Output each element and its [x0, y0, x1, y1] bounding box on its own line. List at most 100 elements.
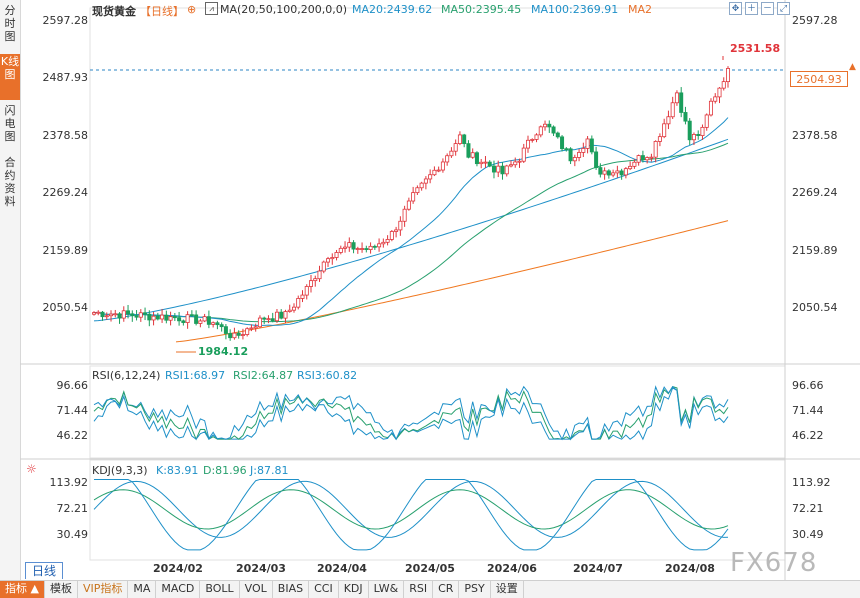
candle-body [168, 316, 173, 321]
price-tick-right: 2597.28 [792, 14, 838, 27]
candle-body [317, 270, 322, 280]
zoom-in-icon[interactable]: ＋ [745, 2, 758, 15]
candle-body [708, 100, 713, 116]
candle-body [530, 139, 535, 141]
candle-body [508, 164, 513, 167]
sidebar-item-timeshare[interactable]: 分时图 [4, 4, 16, 43]
candle-body [440, 161, 445, 171]
zoom-out-icon[interactable]: － [761, 2, 774, 15]
toolbar-item-8[interactable]: CCI [309, 581, 339, 598]
kdj-tick-right: 30.49 [792, 528, 824, 541]
candle-body [517, 160, 522, 163]
kdj-tick-left: 113.92 [50, 476, 89, 489]
candle-body [262, 317, 267, 320]
candle-body [304, 286, 309, 296]
candle-body [160, 314, 165, 320]
indicator-icon[interactable]: ☼ [26, 462, 37, 476]
candle-body [628, 165, 633, 170]
sidebar-item-contract[interactable]: 合约资料 [4, 156, 16, 208]
candle-body [691, 134, 696, 141]
candle-body [206, 316, 211, 325]
candle-body [181, 320, 186, 323]
candle-body [674, 92, 679, 104]
toolbar-item-2[interactable]: VIP指标 [78, 581, 129, 598]
fullscreen-icon[interactable]: ⤢ [777, 2, 790, 15]
rsi-label[interactable]: RSI(6,12,24) [92, 369, 161, 382]
candle-body [283, 311, 288, 319]
candle-body [113, 313, 118, 316]
candle-body [296, 298, 301, 308]
sidebar-item-flash[interactable]: 闪电图 [4, 104, 16, 143]
candle-body [334, 252, 339, 258]
candle-body [679, 92, 684, 113]
candle-body [666, 116, 671, 125]
toolbar-item-13[interactable]: PSY [459, 581, 491, 598]
period-label[interactable]: 【日线】 [140, 5, 184, 18]
candle-body [491, 165, 496, 173]
candle-body [347, 242, 352, 248]
price-tick-left: 2050.54 [43, 301, 89, 314]
date-tick: 2024/07 [573, 562, 623, 575]
candle-body [351, 242, 356, 250]
toolbar-item-6[interactable]: VOL [240, 581, 273, 598]
price-pointer-icon: ▲ [849, 62, 856, 72]
candle-body [649, 156, 654, 159]
candle-body [632, 161, 637, 167]
rsi2-value: RSI2:64.87 [233, 369, 294, 382]
candle-body [155, 315, 160, 320]
candle-body [377, 243, 382, 248]
kdj-lines [93, 478, 729, 551]
candle-body [287, 309, 292, 312]
toolbar-item-10[interactable]: LW& [369, 581, 405, 598]
toolbar-item-9[interactable]: KDJ [339, 581, 369, 598]
candle-body [211, 322, 216, 325]
candle-body [653, 141, 658, 158]
toolbar-item-4[interactable]: MACD [156, 581, 201, 598]
candle-body [513, 161, 518, 166]
date-tick: 2024/04 [317, 562, 367, 575]
candle-body [568, 148, 573, 162]
candle-body [457, 134, 462, 144]
rsi-tick-left: 46.22 [57, 429, 89, 442]
toolbar-item-7[interactable]: BIAS [273, 581, 310, 598]
candle-body [164, 314, 169, 321]
sidebar-item-kline[interactable]: K线图 [0, 54, 20, 100]
period-tab[interactable]: 日线 ▲ [25, 562, 63, 595]
toolbar-item-3[interactable]: MA [128, 581, 157, 598]
zoom-icon[interactable]: ✥ [729, 2, 742, 15]
toolbar-item-5[interactable]: BOLL [200, 581, 240, 598]
ma20-path [93, 117, 729, 326]
candle-body [104, 315, 109, 318]
ma-params[interactable]: MA(20,50,100,200,0,0) [220, 3, 348, 16]
kdj-series-2 [94, 478, 729, 551]
kdj-label[interactable]: KDJ(9,3,3) [92, 464, 148, 477]
candle-body [470, 152, 475, 158]
price-tick-right: 2269.24 [792, 186, 838, 199]
candle-body [109, 313, 114, 317]
settings-icon[interactable]: ⊕ [187, 3, 197, 16]
candle-body [726, 68, 731, 83]
price-tick-left: 2378.58 [43, 129, 89, 142]
candle-body [96, 311, 101, 314]
candle-body [611, 172, 616, 176]
candle-body [398, 220, 403, 231]
kdj-d-value: D:81.96 [203, 464, 247, 477]
candle-body [355, 248, 360, 250]
toolbar-item-12[interactable]: CR [433, 581, 460, 598]
rsi1-value: RSI1:68.97 [165, 369, 226, 382]
price-tick-left: 2159.89 [43, 244, 89, 257]
toolbar-item-14[interactable]: 设置 [491, 581, 524, 598]
candle-body [704, 114, 709, 128]
candle-body [645, 157, 650, 161]
candle-body [245, 328, 250, 335]
kdj-series-1 [93, 489, 729, 530]
candle-body [564, 148, 569, 151]
candle-body [585, 138, 590, 149]
candle-body [415, 187, 420, 194]
toolbar-item-1[interactable]: 模板 [45, 581, 78, 598]
ma200-path [175, 220, 729, 343]
toolbar-item-0[interactable]: 指标 ▲ [0, 581, 45, 598]
ma-chart-icon[interactable]: ⩘ [205, 2, 218, 15]
toolbar-item-11[interactable]: RSI [404, 581, 434, 598]
kdj-k-value: K:83.91 [156, 464, 199, 477]
